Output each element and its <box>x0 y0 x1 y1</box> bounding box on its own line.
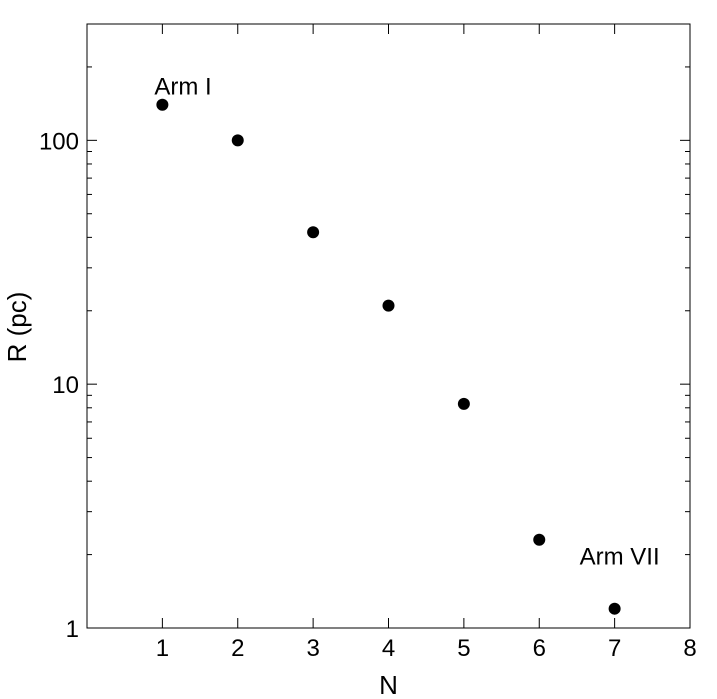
y-tick-label: 10 <box>52 372 79 399</box>
tick-marks <box>87 24 691 629</box>
x-tick-labels: 1 2 3 4 5 6 7 8 <box>156 635 697 662</box>
data-point <box>608 602 621 615</box>
x-tick-label: 1 <box>156 635 169 662</box>
x-tick-label: 3 <box>306 635 319 662</box>
x-tick-label: 2 <box>231 635 244 662</box>
data-points <box>156 98 621 615</box>
x-tick-label: 7 <box>608 635 621 662</box>
data-point <box>533 533 546 546</box>
y-tick-labels: 1 10 100 <box>39 128 79 643</box>
y-tick-label: 1 <box>66 616 79 643</box>
x-tick-label: 4 <box>382 635 395 662</box>
annotation-label: Arm VII <box>580 544 660 571</box>
data-point <box>457 397 470 410</box>
y-axis-title: R (pc) <box>2 292 32 363</box>
x-tick-label: 8 <box>683 635 696 662</box>
x-axis-title: N <box>379 670 398 699</box>
x-tick-label: 5 <box>457 635 470 662</box>
data-point <box>307 226 320 239</box>
data-point <box>156 98 169 111</box>
data-point <box>231 134 244 147</box>
data-point <box>382 299 395 312</box>
annotation-label: Arm I <box>154 74 211 101</box>
annotations: Arm I Arm VII <box>154 74 659 571</box>
plot-frame <box>86 23 691 629</box>
y-tick-label: 100 <box>39 128 79 155</box>
x-tick-label: 6 <box>533 635 546 662</box>
